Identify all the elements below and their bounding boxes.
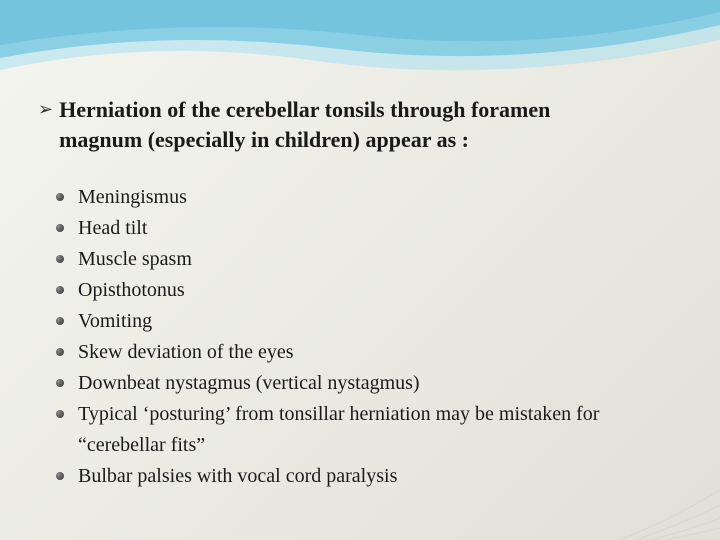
list-item: Muscle spasm xyxy=(56,244,682,275)
list-item: Opisthotonus xyxy=(56,275,682,306)
symptom-list: Meningismus Head tilt Muscle spasm Opist… xyxy=(38,182,682,492)
slide-content: ➢ Herniation of the cerebellar tonsils t… xyxy=(38,95,682,492)
corner-decoration xyxy=(600,460,720,540)
list-item-text: Opisthotonus xyxy=(78,279,185,301)
list-item-text: Muscle spasm xyxy=(78,248,192,270)
list-item-text: Typical ‘posturing’ from tonsillar herni… xyxy=(78,403,599,456)
list-item-text: Head tilt xyxy=(78,217,147,239)
list-item-text: Bulbar palsies with vocal cord paralysis xyxy=(78,465,397,487)
corner-lines-icon xyxy=(600,460,720,540)
list-item: Head tilt xyxy=(56,213,682,244)
swoosh-icon xyxy=(0,0,720,90)
list-item-text: Meningismus xyxy=(78,186,187,208)
list-item: Skew deviation of the eyes xyxy=(56,337,682,368)
list-item: Downbeat nystagmus (vertical nystagmus) xyxy=(56,368,682,399)
slide-heading: Herniation of the cerebellar tonsils thr… xyxy=(59,95,550,154)
header-swoosh xyxy=(0,0,720,90)
list-item-text: Vomiting xyxy=(78,310,152,332)
list-item-text: Downbeat nystagmus (vertical nystagmus) xyxy=(78,372,420,394)
list-item: Vomiting xyxy=(56,306,682,337)
list-item-text: Skew deviation of the eyes xyxy=(78,341,294,363)
heading-rest-line: magnum (especially in children) appear a… xyxy=(59,127,469,152)
heading-bold-line: Herniation of the cerebellar tonsils thr… xyxy=(59,97,550,122)
list-item: Meningismus xyxy=(56,182,682,213)
chevron-icon: ➢ xyxy=(38,99,53,120)
list-item: Typical ‘posturing’ from tonsillar herni… xyxy=(56,399,682,461)
heading-row: ➢ Herniation of the cerebellar tonsils t… xyxy=(38,95,682,154)
list-item: Bulbar palsies with vocal cord paralysis xyxy=(56,461,682,492)
